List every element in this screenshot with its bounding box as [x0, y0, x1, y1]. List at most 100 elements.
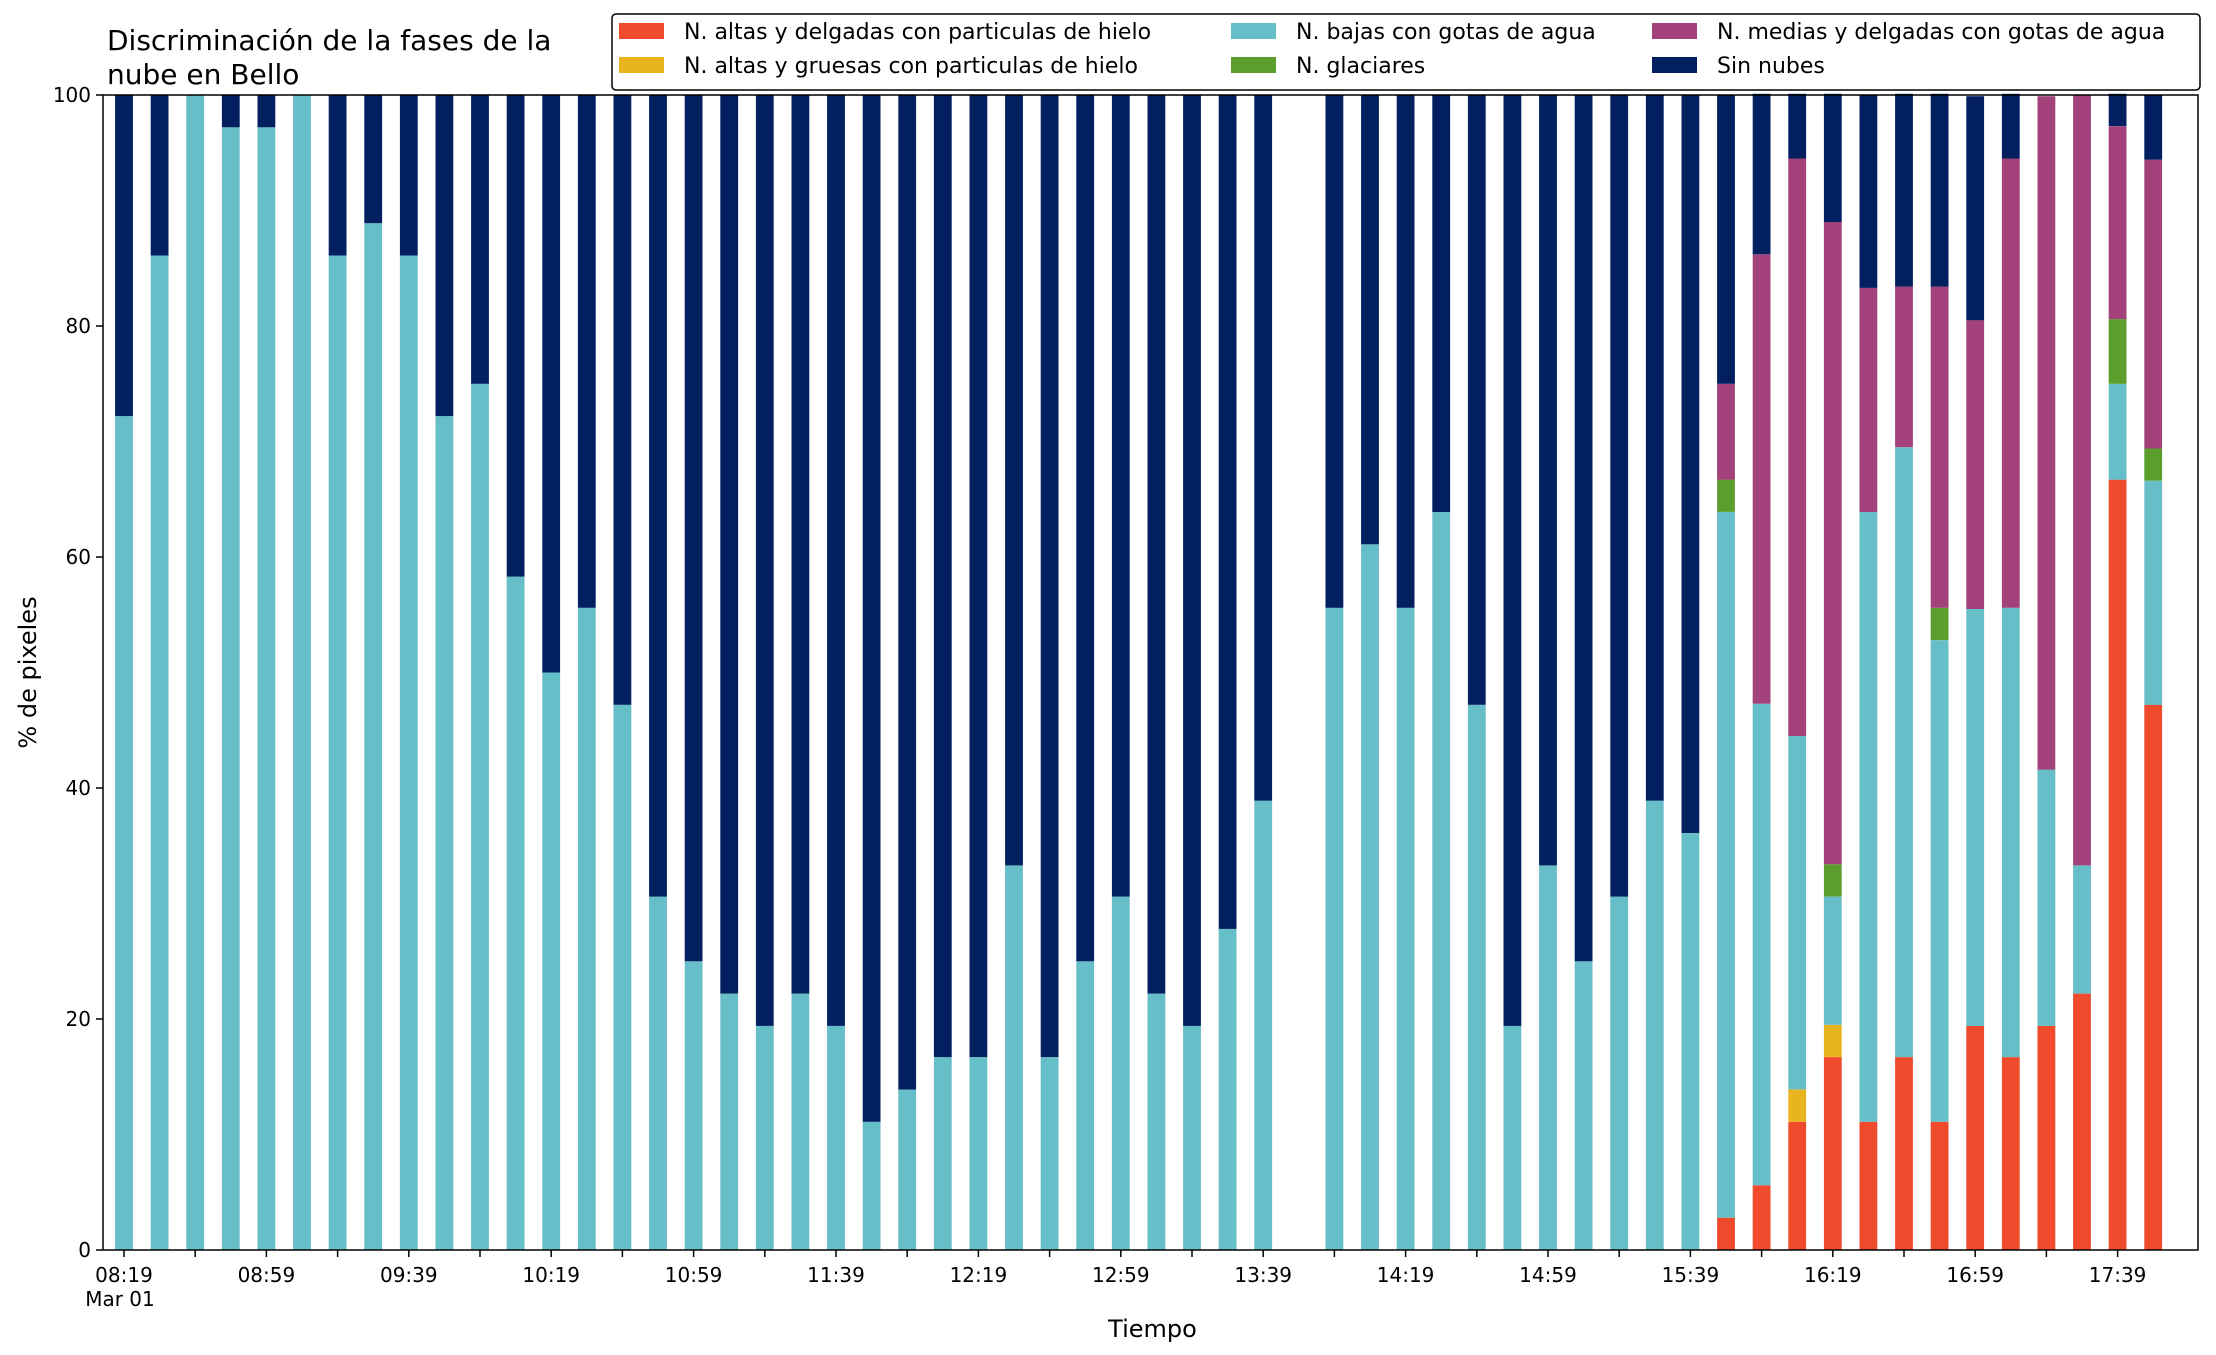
y-tick-label-0: 0: [78, 1238, 91, 1262]
x-tick-sublabel: Mar 01: [85, 1287, 155, 1311]
bar-segment-7-series-5: [364, 95, 383, 224]
bar-segment-56-series-4: [2108, 126, 2127, 320]
legend-label-5: Sin nubes: [1717, 54, 1825, 79]
bar-segment-48-series-5: [1823, 93, 1842, 222]
bar-segment-50-series-5: [1895, 93, 1913, 287]
bar-segment-3-series-5: [221, 95, 240, 128]
bar-segment-12-series-2: [542, 672, 561, 1250]
bar-segment-17-series-5: [720, 95, 739, 994]
bar-segment-50-series-0: [1895, 1057, 1913, 1250]
bar-segment-52-series-4: [1966, 320, 1985, 609]
x-tick-label-2: 09:39: [380, 1263, 438, 1287]
bar-segment-38-series-5: [1467, 95, 1486, 705]
bar-segment-32-series-5: [1254, 95, 1273, 801]
bar-segment-34-series-5: [1325, 95, 1344, 608]
bar-segment-54-series-0: [2037, 1025, 2056, 1250]
bar-segment-48-series-1: [1823, 1024, 1842, 1058]
bar-segment-29-series-5: [1147, 95, 1166, 994]
x-axis: 08:19 08:59 09:39 10:19 10:59 11:39 12:19 12:59…: [85, 1250, 2146, 1311]
bar-segment-47-series-0: [1788, 1121, 1807, 1250]
bar-segment-45-series-3: [1717, 479, 1735, 512]
bar-segment-8-series-5: [399, 95, 418, 256]
bar-segment-25-series-2: [1005, 865, 1023, 1250]
bar-segment-47-series-5: [1788, 93, 1807, 159]
bar-segment-55-series-4: [2073, 95, 2091, 866]
bar-segment-55-series-2: [2073, 865, 2091, 994]
bar-segment-31-series-5: [1218, 95, 1237, 929]
bar-segment-42-series-2: [1610, 896, 1629, 1250]
bar-segment-48-series-0: [1823, 1057, 1842, 1250]
x-tick-label-4: 10:59: [665, 1263, 723, 1287]
x-tick-label-14: 17:39: [2089, 1263, 2147, 1287]
bar-segment-53-series-0: [2001, 1057, 2020, 1250]
x-tick-label-5: 11:39: [807, 1263, 865, 1287]
y-tick-label-2: 40: [66, 776, 91, 800]
bar-segment-12-series-5: [542, 95, 561, 673]
bar-segment-1-series-2: [150, 255, 169, 1250]
bar-segment-43-series-5: [1645, 95, 1664, 801]
x-tick-label-12: 16:19: [1804, 1263, 1862, 1287]
bar-segment-46-series-4: [1752, 254, 1771, 704]
x-tick-label-8: 13:39: [1234, 1263, 1292, 1287]
bar-segment-13-series-5: [577, 95, 596, 608]
legend-label-2: N. bajas con gotas de agua: [1296, 20, 1596, 45]
bar-segment-45-series-0: [1717, 1217, 1735, 1250]
bar-segment-49-series-5: [1859, 95, 1878, 288]
legend-swatch-3: [1231, 57, 1276, 73]
bar-segment-37-series-5: [1432, 95, 1451, 512]
x-tick-label-13: 16:59: [1946, 1263, 2004, 1287]
bar-segment-51-series-0: [1930, 1121, 1949, 1250]
y-axis: 0 20 40 60 80 100: [53, 83, 103, 1262]
bar-segment-27-series-2: [1076, 961, 1095, 1251]
bar-segment-40-series-5: [1539, 95, 1557, 866]
bar-segment-35-series-5: [1361, 95, 1379, 545]
bar-segment-39-series-5: [1503, 95, 1522, 1026]
bar-segment-21-series-2: [862, 1121, 881, 1250]
x-tick-label-6: 12:19: [950, 1263, 1008, 1287]
y-tick-label-5: 100: [53, 83, 91, 107]
bar-segment-46-series-5: [1752, 93, 1771, 255]
bar-segment-22-series-5: [898, 95, 917, 1090]
bar-segment-41-series-5: [1574, 95, 1593, 962]
chart-title-line-1: Discriminación de la fases de la: [107, 24, 551, 57]
legend-label-4: N. medias y delgadas con gotas de agua: [1717, 20, 2165, 45]
bar-segment-44-series-5: [1681, 95, 1700, 833]
bar-segment-21-series-5: [862, 95, 881, 1122]
legend-swatch-0: [619, 23, 664, 39]
bar-segment-45-series-4: [1717, 383, 1735, 480]
bar-segment-35-series-2: [1361, 544, 1379, 1250]
bar-segment-37-series-2: [1432, 512, 1451, 1250]
bar-segment-56-series-0: [2108, 479, 2127, 1251]
bar-segment-51-series-4: [1930, 286, 1949, 608]
bar-segment-10-series-5: [471, 95, 489, 384]
bar-segment-28-series-2: [1111, 896, 1130, 1250]
bar-segment-22-series-2: [898, 1089, 917, 1250]
bar-segment-16-series-5: [684, 95, 703, 962]
bar-segment-4-series-5: [257, 95, 276, 128]
bar-segment-53-series-2: [2001, 607, 2020, 1058]
bar-segment-51-series-5: [1930, 93, 1949, 287]
bar-segment-48-series-4: [1823, 222, 1842, 865]
bar-segment-3-series-2: [221, 127, 240, 1250]
bar-segment-46-series-0: [1752, 1185, 1771, 1250]
bar-segment-15-series-5: [649, 95, 667, 897]
x-tick-label-1: 08:59: [238, 1263, 296, 1287]
bar-segment-16-series-2: [684, 961, 703, 1251]
bar-segment-54-series-2: [2037, 769, 2056, 1026]
bar-segment-11-series-2: [506, 576, 525, 1250]
bar-segment-13-series-2: [577, 607, 596, 1250]
bar-segment-49-series-0: [1859, 1121, 1878, 1250]
bar-segment-23-series-5: [933, 95, 952, 1058]
bar-segment-26-series-5: [1040, 95, 1059, 1058]
legend-box: [611, 13, 2201, 91]
bar-segment-57-series-3: [2144, 448, 2163, 481]
legend-label-1: N. altas y gruesas con particulas de hie…: [684, 54, 1138, 79]
legend-swatch-5: [1652, 57, 1697, 73]
bar-segment-49-series-2: [1859, 512, 1878, 1122]
bar-segment-41-series-2: [1574, 961, 1593, 1251]
x-tick-label-7: 12:59: [1092, 1263, 1150, 1287]
bar-segment-0-series-2: [115, 416, 133, 1251]
bar-segment-19-series-2: [791, 993, 810, 1250]
bar-segment-45-series-5: [1717, 95, 1735, 384]
legend-label-3: N. glaciares: [1296, 54, 1425, 79]
